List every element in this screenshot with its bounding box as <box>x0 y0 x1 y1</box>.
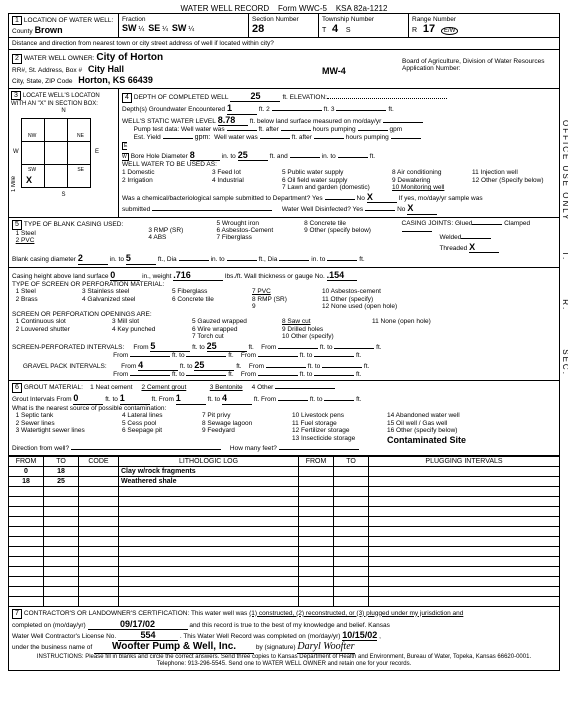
contam-value: Contaminated Site <box>387 435 466 445</box>
township-lbl: Township Number <box>322 16 374 23</box>
section: 28 <box>252 23 264 35</box>
owner-csz: Horton, KS 66439 <box>78 75 153 85</box>
form-no: Form WWC-5 <box>278 4 327 13</box>
record-date: 10/15/02 <box>342 630 377 641</box>
owner-addr: City Hall <box>88 64 124 74</box>
f2: SE <box>148 23 160 33</box>
log-row: 1825Weathered shale <box>9 476 560 486</box>
section-lbl: Section Number <box>252 16 299 23</box>
log-row: 018Clay w/rock fragments <box>9 466 560 476</box>
range: 17 <box>423 23 435 35</box>
county: Brown <box>35 25 63 35</box>
distance-lbl: Distance and direction from nearest town… <box>8 38 560 50</box>
static: 8.78 <box>218 115 248 126</box>
f1: SW <box>122 23 137 33</box>
form-title: WATER WELL RECORD <box>181 4 270 13</box>
business-name: Woofter Pump & Well, Inc. <box>94 641 254 654</box>
owner-name: City of Horton <box>96 52 163 63</box>
range-lbl: Range Number <box>412 16 456 23</box>
township: 4 <box>332 23 338 35</box>
signature: Daryl Woofter <box>297 641 354 654</box>
county-lbl: County <box>12 28 33 35</box>
f3: SW <box>172 23 187 33</box>
completed-date: 09/17/02 <box>88 619 188 630</box>
depth: 25 <box>230 91 280 102</box>
license-no: 554 <box>118 630 178 641</box>
section-grid: NW NE SW SE X <box>21 118 91 188</box>
lithologic-log-table: FROM TO CODE LITHOLOGIC LOG FROM TO PLUG… <box>8 456 560 607</box>
ksa: KSA 82a-1212 <box>336 4 388 13</box>
mw: MW-4 <box>322 66 346 76</box>
bore1: 8 <box>190 150 220 161</box>
bore2: 25 <box>238 150 268 161</box>
instructions: INSTRUCTIONS: Please fill in blanks and … <box>12 654 556 668</box>
fraction-lbl: Fraction <box>122 16 145 23</box>
